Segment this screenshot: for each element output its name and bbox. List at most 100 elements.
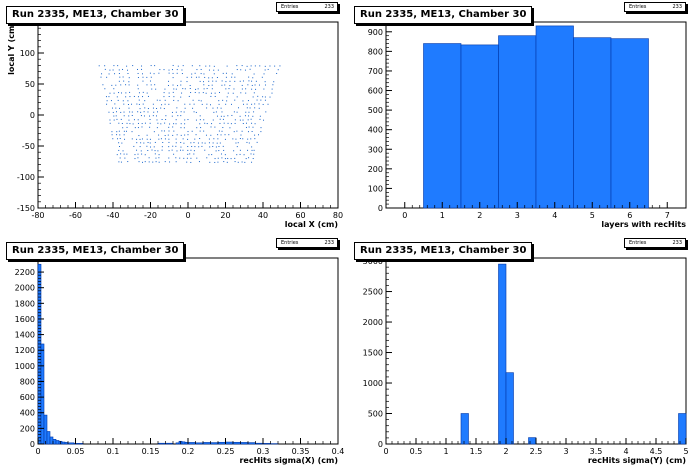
hit-point [136, 149, 138, 151]
hit-point [175, 88, 177, 90]
hit-point [264, 84, 266, 86]
hit-point [160, 107, 162, 109]
hit-point [180, 149, 182, 151]
histogram-bin [535, 25, 574, 209]
hit-point [226, 161, 228, 163]
hit-point [133, 119, 135, 121]
hit-point [259, 118, 261, 120]
hit-point [183, 142, 185, 144]
hit-point [105, 96, 107, 98]
hit-point [191, 145, 193, 147]
hit-point [138, 92, 140, 94]
hit-point [219, 142, 221, 144]
hit-point [156, 99, 158, 101]
hit-point [227, 157, 229, 159]
hit-point [217, 161, 219, 163]
hit-point [111, 131, 113, 133]
hit-point [139, 146, 141, 148]
hit-point [128, 119, 130, 121]
y-tick-label: -150 [17, 204, 35, 213]
y-tick-label: 100 [368, 184, 383, 193]
hit-point [214, 126, 216, 128]
hit-point [154, 141, 156, 143]
hit-point [149, 80, 151, 82]
hit-point [114, 73, 116, 75]
hit-point [193, 153, 195, 155]
stats-label: Entries [629, 240, 647, 246]
hit-point [239, 138, 241, 140]
hit-point [250, 118, 252, 120]
hit-point [120, 84, 122, 86]
hit-point [150, 76, 152, 78]
hit-point [137, 119, 139, 121]
hit-point [138, 103, 140, 105]
hit-point [279, 65, 281, 67]
hit-point [193, 142, 195, 144]
hit-point [184, 119, 186, 121]
hit-point [169, 123, 171, 125]
hit-point [137, 72, 139, 74]
hit-point [183, 127, 185, 129]
hit-point [168, 92, 170, 94]
hit-point [137, 127, 139, 129]
hit-point [184, 123, 186, 125]
hit-point [208, 69, 210, 71]
hit-point [271, 92, 273, 94]
hit-point [227, 122, 229, 124]
histogram-bin [67, 442, 75, 445]
hit-point [177, 85, 179, 87]
histogram-bin [37, 263, 42, 445]
x-tick-label: 5 [590, 211, 595, 220]
hit-point [208, 80, 210, 82]
hit-point [175, 161, 177, 163]
hit-point [127, 161, 129, 163]
hit-point [220, 153, 222, 155]
hit-point [236, 130, 238, 132]
hit-point [115, 107, 117, 109]
hit-point [262, 103, 264, 105]
hit-point [160, 123, 162, 125]
hit-point [209, 146, 211, 148]
hit-point [206, 103, 208, 105]
hit-point [123, 153, 125, 155]
hit-point [236, 111, 238, 113]
hit-point [134, 158, 136, 160]
hit-point [244, 161, 246, 163]
hit-point [200, 73, 202, 75]
hit-point [163, 96, 165, 98]
hit-point [260, 127, 262, 129]
hit-point [246, 141, 248, 143]
hit-point [251, 146, 253, 148]
hit-point [187, 149, 189, 151]
hit-point [265, 111, 267, 113]
hit-point [242, 119, 244, 121]
hit-point [123, 80, 125, 82]
hit-point [180, 134, 182, 136]
hit-point [117, 99, 119, 101]
hit-point [215, 111, 217, 113]
hit-point [225, 72, 227, 74]
x-tick-label: 3.5 [590, 447, 603, 456]
x-tick-label: -40 [106, 211, 119, 220]
hit-point [118, 69, 120, 71]
hit-point [123, 134, 125, 136]
hit-point [136, 142, 138, 144]
hit-point [164, 135, 166, 137]
hit-point [139, 138, 141, 140]
hit-point [124, 138, 126, 140]
hit-point [137, 153, 139, 155]
hit-point [199, 138, 201, 140]
y-tick-label: -50 [22, 142, 35, 151]
hit-point [209, 104, 211, 106]
hit-point [150, 65, 152, 67]
panel-title: Run 2335, ME13, Chamber 30 [354, 242, 533, 260]
hit-point [236, 96, 238, 98]
histogram-bin [187, 442, 196, 445]
hit-point [118, 149, 120, 151]
hit-point [119, 107, 121, 109]
hit-point [183, 157, 185, 159]
hit-point [180, 115, 182, 117]
histogram-bin [225, 441, 234, 445]
x-tick-label: -60 [69, 211, 82, 220]
hit-point [251, 130, 253, 132]
